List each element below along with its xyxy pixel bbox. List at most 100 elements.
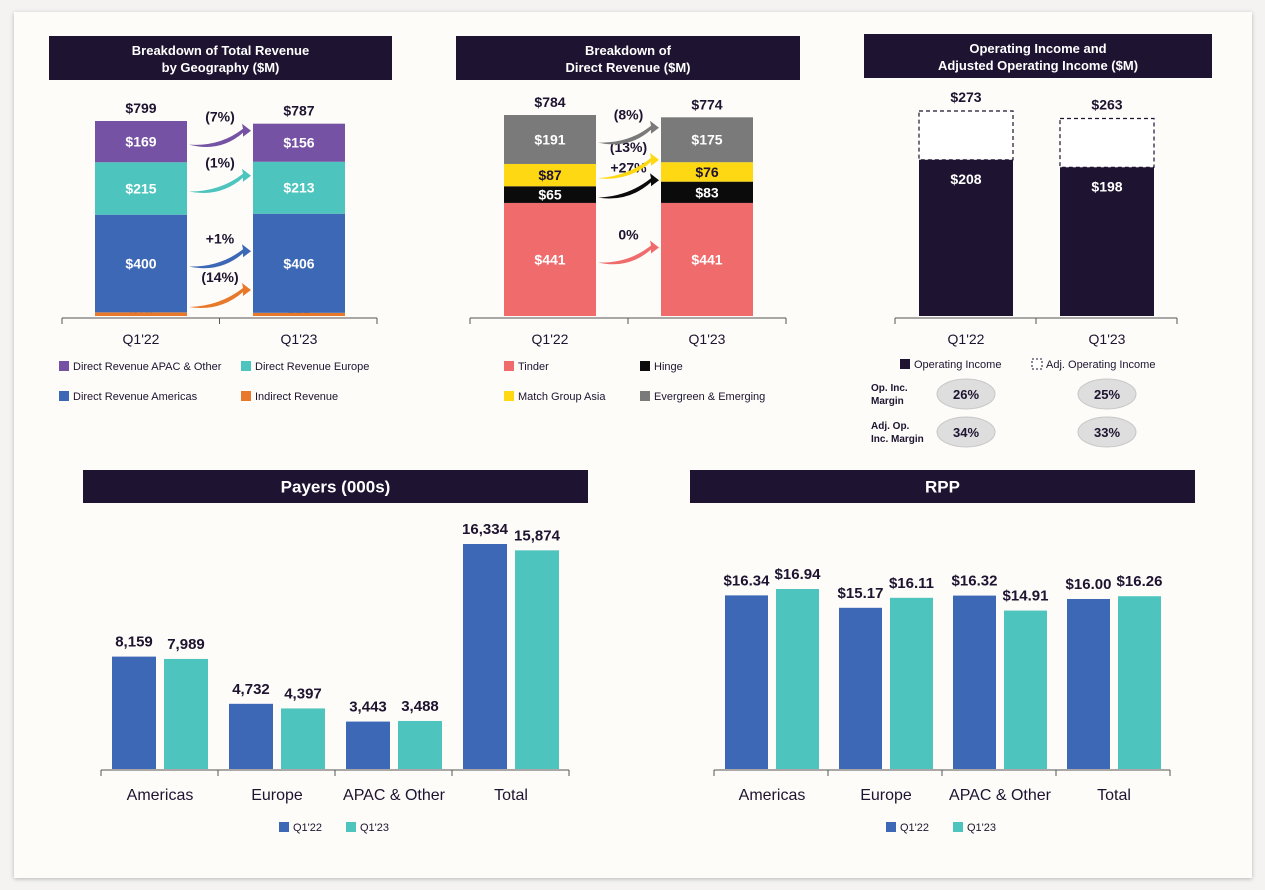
rpp-bar-0-1 <box>776 589 819 769</box>
payers-bar-2-0 <box>346 721 390 769</box>
revenue-geography-change-arrow <box>189 283 251 308</box>
direct-revenue-change-label: +27% <box>610 159 647 175</box>
direct-revenue-change-arrow <box>598 152 659 179</box>
operating-income-margin-value: 34% <box>953 425 979 440</box>
operating-income-legend-adj-label: Adj. Operating Income <box>1046 359 1155 371</box>
revenue-geography-bar-q1-22-indirect-revenue <box>95 312 187 316</box>
revenue-geography-title-line1: Breakdown of Total Revenue <box>132 43 309 58</box>
operating-income-margin-label: Op. Inc. <box>871 383 908 394</box>
revenue-geography-category-label: Q1'23 <box>281 331 318 347</box>
rpp-legend-q123-swatch <box>953 822 963 832</box>
direct-revenue-bar-q1-23-evergreen-emerging <box>661 117 753 163</box>
rpp-banner <box>690 470 1195 503</box>
payers-legend-q122-label: Q1'22 <box>293 822 322 834</box>
direct-revenue-value-label: $65 <box>538 187 562 203</box>
payers-category-label: Total <box>494 787 528 804</box>
operating-income-margin-value: 26% <box>953 387 979 402</box>
operating-income-adj-bar <box>918 110 1014 161</box>
revenue-geography-change-label: (14%) <box>201 269 238 285</box>
revenue-geography-value-label: $406 <box>283 255 314 271</box>
direct-revenue-change-arrow-shape <box>598 120 659 145</box>
direct-revenue-value-label: $76 <box>695 164 719 180</box>
direct-revenue-bar-q1-23-tinder <box>661 202 753 316</box>
revenue-geography-change-arrow <box>189 168 251 193</box>
revenue-geography-bar-q1-23-direct-revenue-europe <box>253 161 345 214</box>
direct-revenue-change-arrow <box>598 240 659 265</box>
direct-revenue-change-label: 0% <box>618 226 639 242</box>
operating-income-title-line1: Operating Income and <box>969 41 1106 56</box>
direct-revenue-legend-item-swatch <box>504 361 514 371</box>
direct-revenue-banner <box>456 36 800 80</box>
direct-revenue-bar-q1-22-hinge <box>504 186 596 203</box>
revenue-geography-bar-q1-22-direct-revenue-americas <box>95 214 187 313</box>
revenue-geography-value-label: $400 <box>125 256 156 272</box>
direct-revenue-bar-q1-22-evergreen-emerging <box>504 115 596 164</box>
operating-income-margin-label: Inc. Margin <box>871 434 924 445</box>
direct-revenue-legend-item-label: Match Group Asia <box>518 391 606 403</box>
rpp-value-label: $16.11 <box>889 575 934 592</box>
rpp-value-label: $14.91 <box>1003 588 1049 605</box>
direct-revenue-change-arrow-shape <box>598 240 659 265</box>
operating-income-category-label: Q1'22 <box>948 331 985 347</box>
operating-income-op-bar <box>919 159 1013 316</box>
direct-revenue-legend-item-swatch <box>640 361 650 371</box>
rpp-value-label: $16.00 <box>1066 576 1112 593</box>
rpp-bar-3-1 <box>1118 596 1161 769</box>
revenue-geography-legend-item-swatch <box>59 361 69 371</box>
operating-income-adj-label: $263 <box>1091 97 1122 113</box>
direct-revenue-title-line1: Breakdown of <box>585 43 672 58</box>
rpp-title: RPP <box>925 478 960 497</box>
operating-income-title-line2: Adjusted Operating Income ($M) <box>938 58 1138 73</box>
payers-value-label: 4,397 <box>284 685 322 702</box>
rpp-value-label: $16.32 <box>952 573 998 590</box>
revenue-geography-change-label: (1%) <box>205 155 235 171</box>
payers-category-label: APAC & Other <box>343 787 446 804</box>
revenue-geography-legend-item-label: Direct Revenue Americas <box>73 391 198 403</box>
direct-revenue-value-label: $441 <box>691 251 722 267</box>
operating-income-category-label: Q1'23 <box>1089 331 1126 347</box>
rpp-bar-0-0 <box>725 595 768 769</box>
rpp-bar-3-0 <box>1067 598 1110 769</box>
direct-revenue-legend-item-label: Hinge <box>654 361 683 373</box>
payers-value-label: 15,874 <box>514 527 561 544</box>
payers-bar-1-1 <box>281 708 325 769</box>
operating-income-margin-pill <box>1077 378 1137 410</box>
direct-revenue-legend-item-label: Evergreen & Emerging <box>654 391 765 403</box>
payers-category-label: Europe <box>251 787 303 804</box>
rpp-value-label: $16.94 <box>775 566 822 583</box>
revenue-geography-legend-item-label: Direct Revenue Europe <box>255 361 369 373</box>
revenue-geography-legend-item-label: Indirect Revenue <box>255 391 338 403</box>
rpp-value-label: $16.26 <box>1117 573 1163 590</box>
rpp-bar-2-0 <box>953 595 996 769</box>
rpp-category-label: APAC & Other <box>949 787 1052 804</box>
direct-revenue-value-label: $87 <box>538 167 562 183</box>
revenue-geography-bar-q1-23-direct-revenue-apac-other <box>253 123 345 162</box>
payers-legend-q123-label: Q1'23 <box>360 822 389 834</box>
direct-revenue-change-arrow <box>598 120 659 145</box>
payers-bar-1-0 <box>229 703 273 769</box>
rpp-legend-q122-swatch <box>886 822 896 832</box>
direct-revenue-bar-q1-22-match-group-asia <box>504 163 596 187</box>
payers-title: Payers (000s) <box>281 478 391 497</box>
revenue-geography-value-label: $213 <box>283 180 314 196</box>
payers-legend-q122-swatch <box>279 822 289 832</box>
revenue-geography-value-label: $169 <box>125 134 156 150</box>
operating-income-margin-pill <box>936 378 996 410</box>
operating-income-adj-label: $273 <box>950 89 981 105</box>
direct-revenue-bar-q1-23-hinge <box>661 181 753 203</box>
rpp-category-label: Europe <box>860 787 912 804</box>
revenue-geography-title-line2: by Geography ($M) <box>162 60 280 75</box>
operating-income-legend-op-swatch <box>900 359 910 369</box>
operating-income-margin-pill <box>1077 416 1137 448</box>
revenue-geography-change-label: (7%) <box>205 109 235 125</box>
revenue-geography-legend-item-label: Direct Revenue APAC & Other <box>73 361 222 373</box>
revenue-geography-change-arrow-shape <box>189 168 251 193</box>
direct-revenue-category-label: Q1'22 <box>532 331 569 347</box>
direct-revenue-bar-q1-23-match-group-asia <box>661 162 753 182</box>
payers-value-label: 7,989 <box>167 636 205 653</box>
revenue-geography-legend-item-swatch <box>241 391 251 401</box>
payers-bar-0-0 <box>112 656 156 769</box>
operating-income-margin-pill <box>936 416 996 448</box>
direct-revenue-bar-q1-22-tinder <box>504 202 596 316</box>
